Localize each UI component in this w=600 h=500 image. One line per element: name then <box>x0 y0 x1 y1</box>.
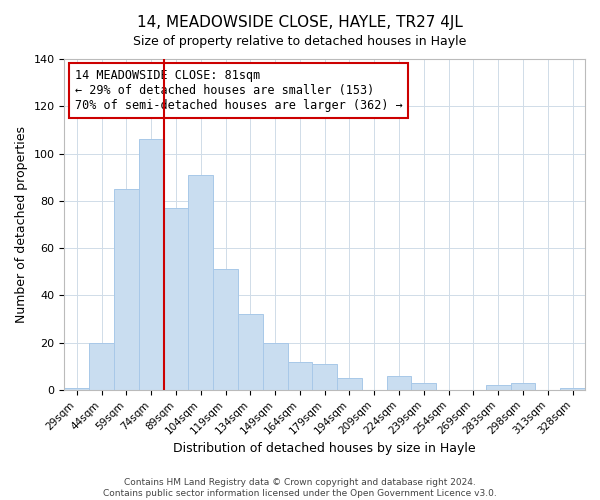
Text: 14, MEADOWSIDE CLOSE, HAYLE, TR27 4JL: 14, MEADOWSIDE CLOSE, HAYLE, TR27 4JL <box>137 15 463 30</box>
Bar <box>313 364 337 390</box>
Bar <box>511 383 535 390</box>
Text: Contains HM Land Registry data © Crown copyright and database right 2024.
Contai: Contains HM Land Registry data © Crown c… <box>103 478 497 498</box>
Bar <box>560 388 585 390</box>
Bar <box>486 385 511 390</box>
Bar <box>139 140 164 390</box>
Bar <box>164 208 188 390</box>
Bar <box>64 388 89 390</box>
Bar <box>263 342 287 390</box>
X-axis label: Distribution of detached houses by size in Hayle: Distribution of detached houses by size … <box>173 442 476 455</box>
Y-axis label: Number of detached properties: Number of detached properties <box>15 126 28 323</box>
Bar <box>213 270 238 390</box>
Bar <box>188 175 213 390</box>
Text: 14 MEADOWSIDE CLOSE: 81sqm
← 29% of detached houses are smaller (153)
70% of sem: 14 MEADOWSIDE CLOSE: 81sqm ← 29% of deta… <box>75 69 403 112</box>
Bar <box>412 383 436 390</box>
Bar <box>287 362 313 390</box>
Bar <box>89 342 114 390</box>
Text: Size of property relative to detached houses in Hayle: Size of property relative to detached ho… <box>133 35 467 48</box>
Bar <box>337 378 362 390</box>
Bar <box>386 376 412 390</box>
Bar <box>114 189 139 390</box>
Bar <box>238 314 263 390</box>
